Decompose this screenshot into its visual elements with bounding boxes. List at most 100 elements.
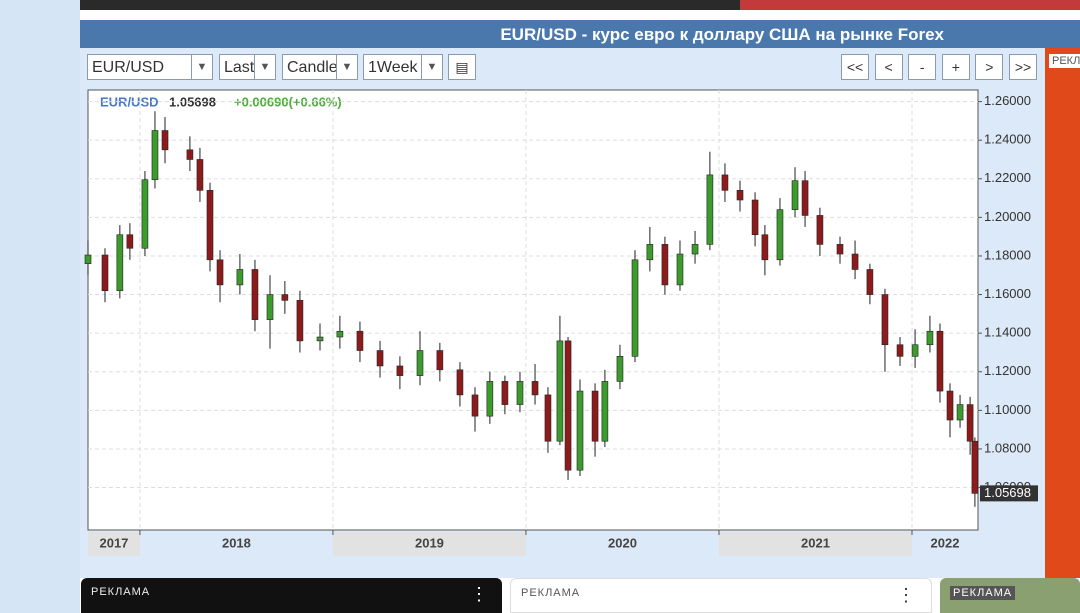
- symbol-select[interactable]: EUR/USD ▼: [87, 54, 213, 80]
- y-tick-label: 1.10000: [984, 402, 1031, 417]
- candle-body: [556, 340, 564, 442]
- select-text: EUR/USD: [92, 59, 165, 76]
- nav-button[interactable]: -: [908, 54, 937, 80]
- candle-body: [616, 356, 624, 382]
- candle-body: [721, 174, 729, 191]
- candle-body: [266, 294, 274, 320]
- candle-body: [196, 159, 204, 191]
- candle-body: [251, 269, 259, 320]
- candle-body: [84, 254, 92, 264]
- candle-body: [336, 330, 344, 338]
- candle-body: [801, 180, 809, 216]
- page-title: EUR/USD - курс евро к доллару США на рын…: [500, 25, 944, 44]
- x-tick-label: 2020: [608, 535, 637, 550]
- candle-body: [216, 259, 224, 286]
- candle-body: [946, 390, 954, 421]
- candle-body: [646, 244, 654, 261]
- nav-button[interactable]: <<: [841, 54, 869, 80]
- table-button[interactable]: ▤: [448, 54, 476, 80]
- x-tick-label: 2021: [801, 535, 830, 550]
- candle-body: [601, 381, 609, 442]
- x-band: [88, 532, 140, 556]
- nav-button[interactable]: >: [975, 54, 1004, 80]
- candle-body: [141, 179, 149, 249]
- candle-body: [471, 394, 479, 417]
- y-tick-label: 1.18000: [984, 247, 1031, 262]
- y-tick-label: 1.24000: [984, 132, 1031, 147]
- candle-body: [416, 350, 424, 376]
- side-strip: [0, 0, 80, 613]
- x-tick-label: 2017: [99, 535, 128, 550]
- candle-body: [591, 390, 599, 442]
- price-tag-label: 1.05698: [984, 485, 1031, 500]
- x-tick-label: 2018: [222, 535, 251, 550]
- candle-body: [456, 369, 464, 396]
- type-select[interactable]: Candle ▼: [282, 54, 358, 80]
- candle-body: [206, 190, 214, 261]
- plot-area: [87, 89, 979, 531]
- candle-body: [851, 253, 859, 270]
- ad-label: РЕКЛАМА: [521, 587, 581, 599]
- x-band: [718, 532, 912, 556]
- candle-body: [376, 350, 384, 367]
- select-text: 1Week: [368, 59, 418, 76]
- candle-body: [676, 253, 684, 286]
- candle-body: [151, 130, 159, 181]
- candle-body: [101, 254, 109, 292]
- candle-body: [126, 234, 134, 249]
- y-tick-label: 1.22000: [984, 170, 1031, 185]
- ad-block[interactable]: РЕКЛАМА: [940, 578, 1080, 613]
- candle-body: [706, 174, 714, 245]
- ad-block[interactable]: РЕКЛАМА ⋮: [81, 578, 502, 613]
- candle-body: [516, 381, 524, 405]
- candle-body: [531, 381, 539, 396]
- candle-body: [691, 244, 699, 255]
- candle-body: [161, 130, 169, 151]
- candle-body: [911, 344, 919, 357]
- candle-body: [966, 404, 974, 442]
- legend-price: 1.05698: [169, 94, 216, 109]
- candle-body: [116, 234, 124, 292]
- candle-body: [736, 190, 744, 201]
- nav-button[interactable]: +: [941, 54, 970, 80]
- candle-body: [576, 390, 584, 471]
- y-tick-label: 1.26000: [984, 93, 1031, 108]
- candle-body: [501, 381, 509, 405]
- select-text: Candle: [287, 59, 338, 76]
- candle-body: [816, 215, 824, 245]
- candle-body: [186, 149, 194, 160]
- candle-body: [661, 244, 669, 286]
- candle-body: [436, 350, 444, 371]
- candle-body: [926, 330, 934, 346]
- candle-body: [836, 244, 844, 255]
- candle-body: [956, 404, 964, 421]
- candle-body: [761, 234, 769, 261]
- candle-body: [791, 180, 799, 210]
- ad-block[interactable]: РЕКЛАМА ⋮: [510, 578, 932, 613]
- nav-button[interactable]: >>: [1009, 54, 1037, 80]
- candle-body: [486, 381, 494, 417]
- candle-body: [564, 340, 572, 471]
- candle-body: [751, 199, 759, 236]
- candle-body: [544, 394, 552, 442]
- y-tick-label: 1.14000: [984, 325, 1031, 340]
- candle-body: [866, 269, 874, 295]
- y-tick-label: 1.12000: [984, 363, 1031, 378]
- price-tag: [980, 485, 1038, 502]
- candle-body: [316, 336, 324, 342]
- candle-body: [971, 440, 979, 494]
- candle-body: [881, 294, 889, 346]
- x-tick-label: 2019: [415, 535, 444, 550]
- candle-body: [896, 344, 904, 357]
- price-select[interactable]: Last ▼: [219, 54, 276, 80]
- y-tick-label: 1.08000: [984, 440, 1031, 455]
- select-text: Last: [224, 59, 255, 76]
- nav-button[interactable]: <: [874, 54, 903, 80]
- candle-body: [631, 259, 639, 357]
- period-select[interactable]: 1Week ▼: [363, 54, 443, 80]
- candle-body: [356, 330, 364, 351]
- side-ad[interactable]: РЕКЛ: [1045, 48, 1080, 578]
- top-banner: [80, 0, 1080, 10]
